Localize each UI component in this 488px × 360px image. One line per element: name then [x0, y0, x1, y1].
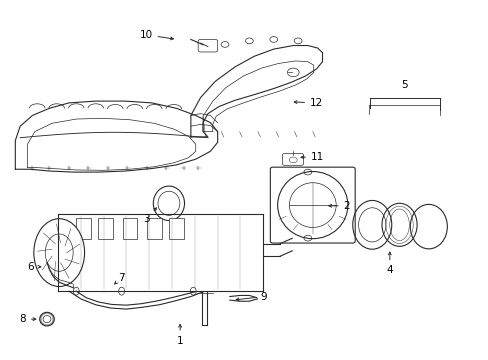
Text: 12: 12 [294, 98, 323, 108]
Text: 5: 5 [400, 80, 407, 90]
Text: 10: 10 [139, 30, 173, 40]
Text: 7: 7 [114, 273, 124, 284]
Text: 6: 6 [27, 262, 41, 272]
Bar [168, 218, 183, 239]
Text: 8: 8 [20, 314, 36, 324]
Text: 9: 9 [236, 292, 267, 302]
Bar [98, 218, 113, 239]
Text: 2: 2 [328, 201, 349, 211]
Ellipse shape [34, 219, 84, 287]
Bar [122, 218, 137, 239]
Bar [147, 218, 161, 239]
Text: 3: 3 [142, 208, 156, 224]
Text: 4: 4 [386, 252, 392, 275]
Text: 1: 1 [177, 324, 183, 346]
Text: 11: 11 [301, 152, 324, 162]
Bar [76, 218, 91, 239]
